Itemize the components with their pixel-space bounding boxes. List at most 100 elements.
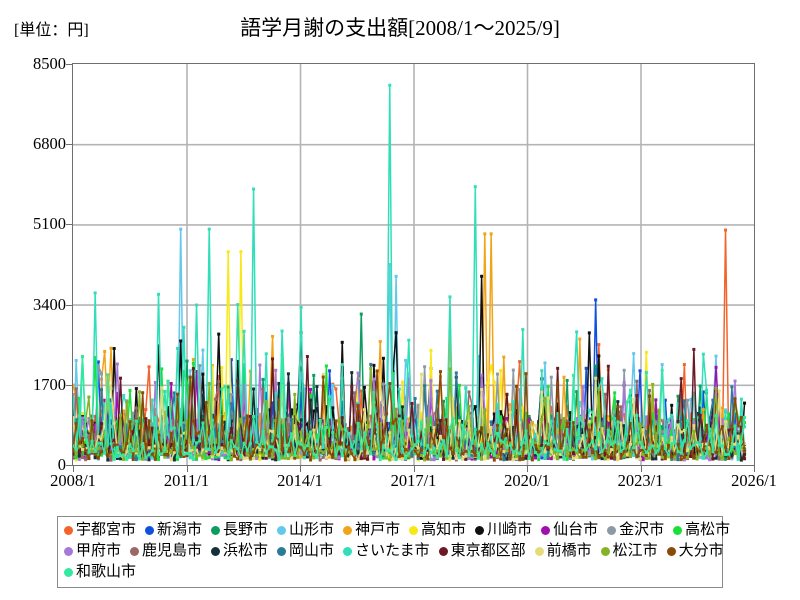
series-marker [426, 457, 430, 461]
series-marker [283, 456, 287, 460]
series-marker [524, 446, 528, 450]
series-marker [546, 422, 550, 426]
series-marker [112, 457, 116, 461]
series-marker [635, 421, 639, 425]
series-marker [157, 457, 161, 461]
series-marker [347, 450, 351, 454]
series-marker [150, 422, 154, 426]
series-marker [397, 414, 401, 418]
series-marker [638, 449, 642, 453]
legend-item-岡山市[interactable]: 岡山市 [277, 544, 334, 559]
series-marker [476, 447, 480, 451]
series-marker [736, 434, 740, 438]
series-marker [131, 411, 135, 415]
series-marker [220, 387, 224, 391]
series-marker [727, 445, 731, 449]
series-marker [299, 452, 303, 456]
legend-item-長野市[interactable]: 長野市 [211, 523, 268, 538]
series-marker [248, 369, 252, 373]
series-marker [736, 429, 740, 433]
series-marker [188, 443, 192, 447]
series-marker [305, 432, 309, 436]
series-marker [147, 454, 151, 458]
legend-item-高知市[interactable]: 高知市 [409, 523, 466, 538]
series-marker [543, 444, 547, 448]
series-marker [400, 447, 404, 451]
legend-item-高松市[interactable]: 高松市 [673, 523, 730, 538]
series-marker [457, 403, 461, 407]
series-marker [711, 428, 715, 432]
series-marker [518, 405, 522, 409]
legend-item-金沢市[interactable]: 金沢市 [607, 523, 664, 538]
series-marker [438, 454, 442, 458]
legend-item-鹿児島市[interactable]: 鹿児島市 [130, 544, 202, 559]
series-marker [476, 443, 480, 447]
series-marker [381, 416, 385, 420]
legend-item-大分市[interactable]: 大分市 [666, 544, 724, 559]
series-marker [198, 447, 202, 451]
series-marker [562, 437, 566, 441]
x-axis-tick-label: 2008/1 [50, 471, 96, 490]
series-marker [119, 445, 123, 449]
series-marker [584, 419, 588, 423]
legend-item-さいたま市[interactable]: さいたま市 [343, 544, 430, 559]
series-marker [578, 437, 582, 441]
legend-item-神戸市[interactable]: 神戸市 [343, 523, 400, 538]
legend-item-前橋市[interactable]: 前橋市 [534, 544, 592, 559]
series-marker [473, 456, 477, 460]
series-marker [549, 444, 553, 448]
series-marker [733, 424, 737, 428]
series-marker [610, 442, 613, 446]
legend-item-松江市[interactable]: 松江市 [600, 544, 658, 559]
legend-item-甲府市[interactable]: 甲府市 [64, 544, 121, 559]
series-marker [195, 448, 199, 452]
series-marker [191, 445, 195, 449]
legend-item-東京都区部[interactable]: 東京都区部 [438, 544, 526, 559]
series-marker [296, 403, 300, 407]
series-marker [242, 453, 246, 457]
series-marker [283, 408, 287, 412]
legend-item-宇都宮市[interactable]: 宇都宮市 [64, 523, 136, 538]
legend-item-仙台市[interactable]: 仙台市 [541, 523, 598, 538]
series-marker [381, 437, 385, 441]
series-marker [223, 453, 227, 457]
series-marker [388, 83, 392, 87]
series-marker [321, 440, 325, 444]
series-marker [727, 448, 731, 452]
legend-item-川崎市[interactable]: 川崎市 [475, 523, 532, 538]
series-marker [391, 453, 395, 457]
series-marker [714, 450, 718, 454]
series-marker [245, 414, 249, 418]
series-marker [651, 454, 655, 458]
series-marker [518, 421, 522, 425]
x-axis: 2008/1 2011/1 2014/1 2017/1 2020/1 2023/1 2026… [0, 471, 800, 495]
series-marker [641, 452, 645, 456]
series-marker [701, 448, 705, 452]
series-marker [629, 446, 633, 450]
series-marker [587, 419, 591, 423]
legend-item-山形市[interactable]: 山形市 [277, 523, 334, 538]
series-marker [315, 385, 319, 389]
series-marker [100, 437, 104, 441]
legend-color-swatch-icon [600, 547, 610, 556]
series-marker [644, 453, 648, 457]
series-marker [391, 447, 395, 451]
series-marker [679, 447, 683, 451]
series-marker [286, 450, 290, 454]
series-marker [157, 418, 161, 422]
series-marker [511, 450, 515, 454]
series-marker [499, 448, 503, 452]
series-marker [438, 370, 442, 374]
series-marker [457, 441, 461, 445]
legend-item-浜松市[interactable]: 浜松市 [211, 544, 268, 559]
series-marker [381, 456, 385, 460]
series-marker [743, 401, 747, 405]
legend-item-和歌山市[interactable]: 和歌山市 [64, 565, 136, 580]
series-marker [451, 396, 455, 400]
series-marker [457, 446, 461, 450]
legend-item-新潟市[interactable]: 新潟市 [145, 523, 202, 538]
series-marker [495, 423, 499, 427]
series-marker [442, 439, 446, 443]
series-marker [340, 427, 344, 431]
series-marker [499, 441, 503, 445]
